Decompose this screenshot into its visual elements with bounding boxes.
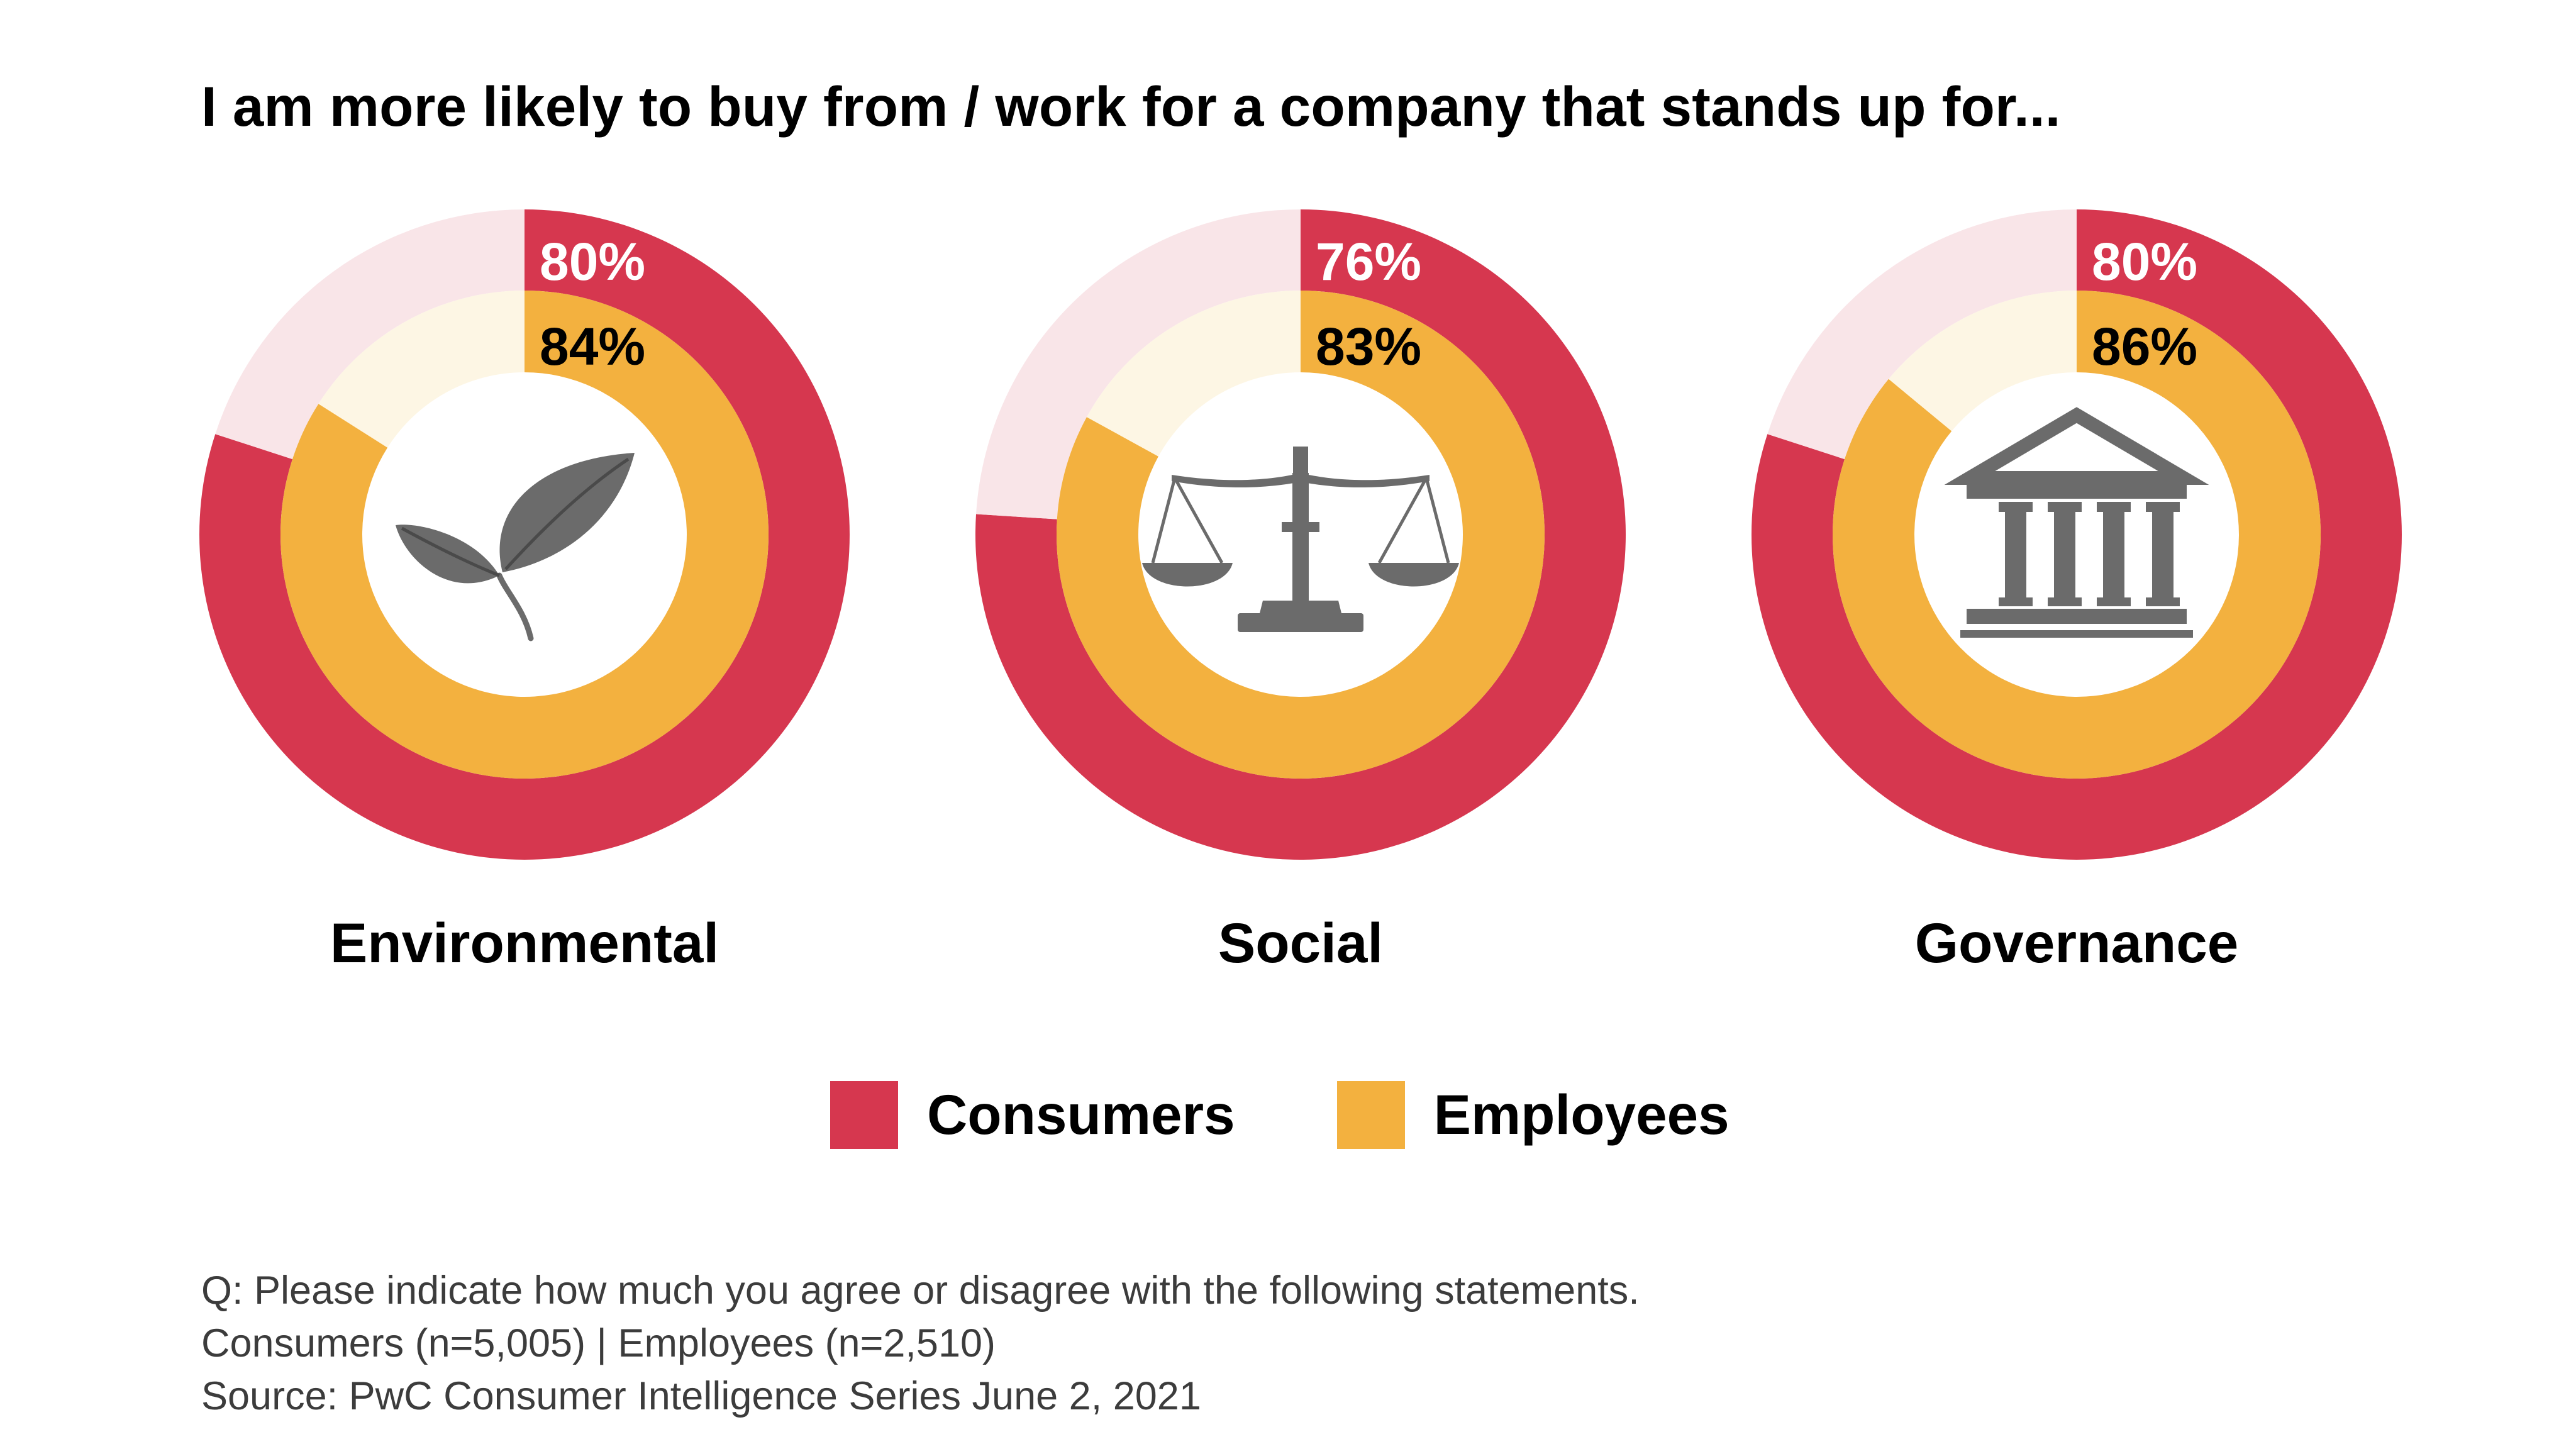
donut-governance: 80% 86% Governance <box>1751 209 2402 974</box>
employees-remainder-arc-environmental <box>318 291 525 448</box>
employees-arc-environmental <box>280 291 769 779</box>
employees-arc-social <box>1056 291 1545 779</box>
employees-value-label-environmental: 84% <box>540 317 645 376</box>
legend-label-employees: Employees <box>1433 1083 1729 1146</box>
footnote-source: Source: PwC Consumer Intelligence Series… <box>201 1374 1201 1418</box>
legend: Consumers Employees <box>830 1079 1831 1151</box>
scales-of-justice-icon <box>1142 447 1459 632</box>
category-label-environmental: Environmental <box>330 911 719 974</box>
category-label-governance: Governance <box>1915 911 2238 974</box>
consumers-value-label-environmental: 80% <box>540 232 645 291</box>
category-label-social: Social <box>1218 911 1383 974</box>
legend-swatch-consumers <box>830 1080 898 1149</box>
consumers-remainder-arc-environmental <box>215 209 525 460</box>
leaf-icon <box>396 453 635 641</box>
footnote-sample: Consumers (n=5,005) | Employees (n=2,510… <box>201 1321 996 1365</box>
donut-social: 76% 83% Social <box>975 209 1626 974</box>
employees-remainder-arc-social <box>1086 291 1301 457</box>
consumers-value-label-social: 76% <box>1316 232 1421 291</box>
employees-value-label-social: 83% <box>1316 317 1421 376</box>
employees-arc-governance <box>1832 291 2321 779</box>
legend-item-consumers: Consumers <box>830 1080 1235 1149</box>
footnote-question: Q: Please indicate how much you agree or… <box>201 1269 1640 1313</box>
legend-item-employees: Employees <box>1336 1080 1729 1149</box>
legend-label-consumers: Consumers <box>927 1083 1235 1146</box>
consumers-value-label-governance: 80% <box>2092 232 2197 291</box>
chart-title: I am more likely to buy from / work for … <box>201 75 2061 138</box>
government-building-icon <box>1944 407 2209 638</box>
legend-swatch-employees <box>1336 1080 1405 1149</box>
donut-charts: 80% 84% Environmental 76% 83% Social 80% 86% Gov… <box>199 209 2402 974</box>
consumers-remainder-arc-social <box>976 209 1301 519</box>
employees-value-label-governance: 86% <box>2092 317 2197 376</box>
footnote: Q: Please indicate how much you agree or… <box>201 1264 1640 1423</box>
donut-environmental: 80% 84% Environmental <box>199 209 850 974</box>
employees-remainder-arc-governance <box>1889 291 2077 431</box>
consumers-remainder-arc-governance <box>1767 209 2077 460</box>
